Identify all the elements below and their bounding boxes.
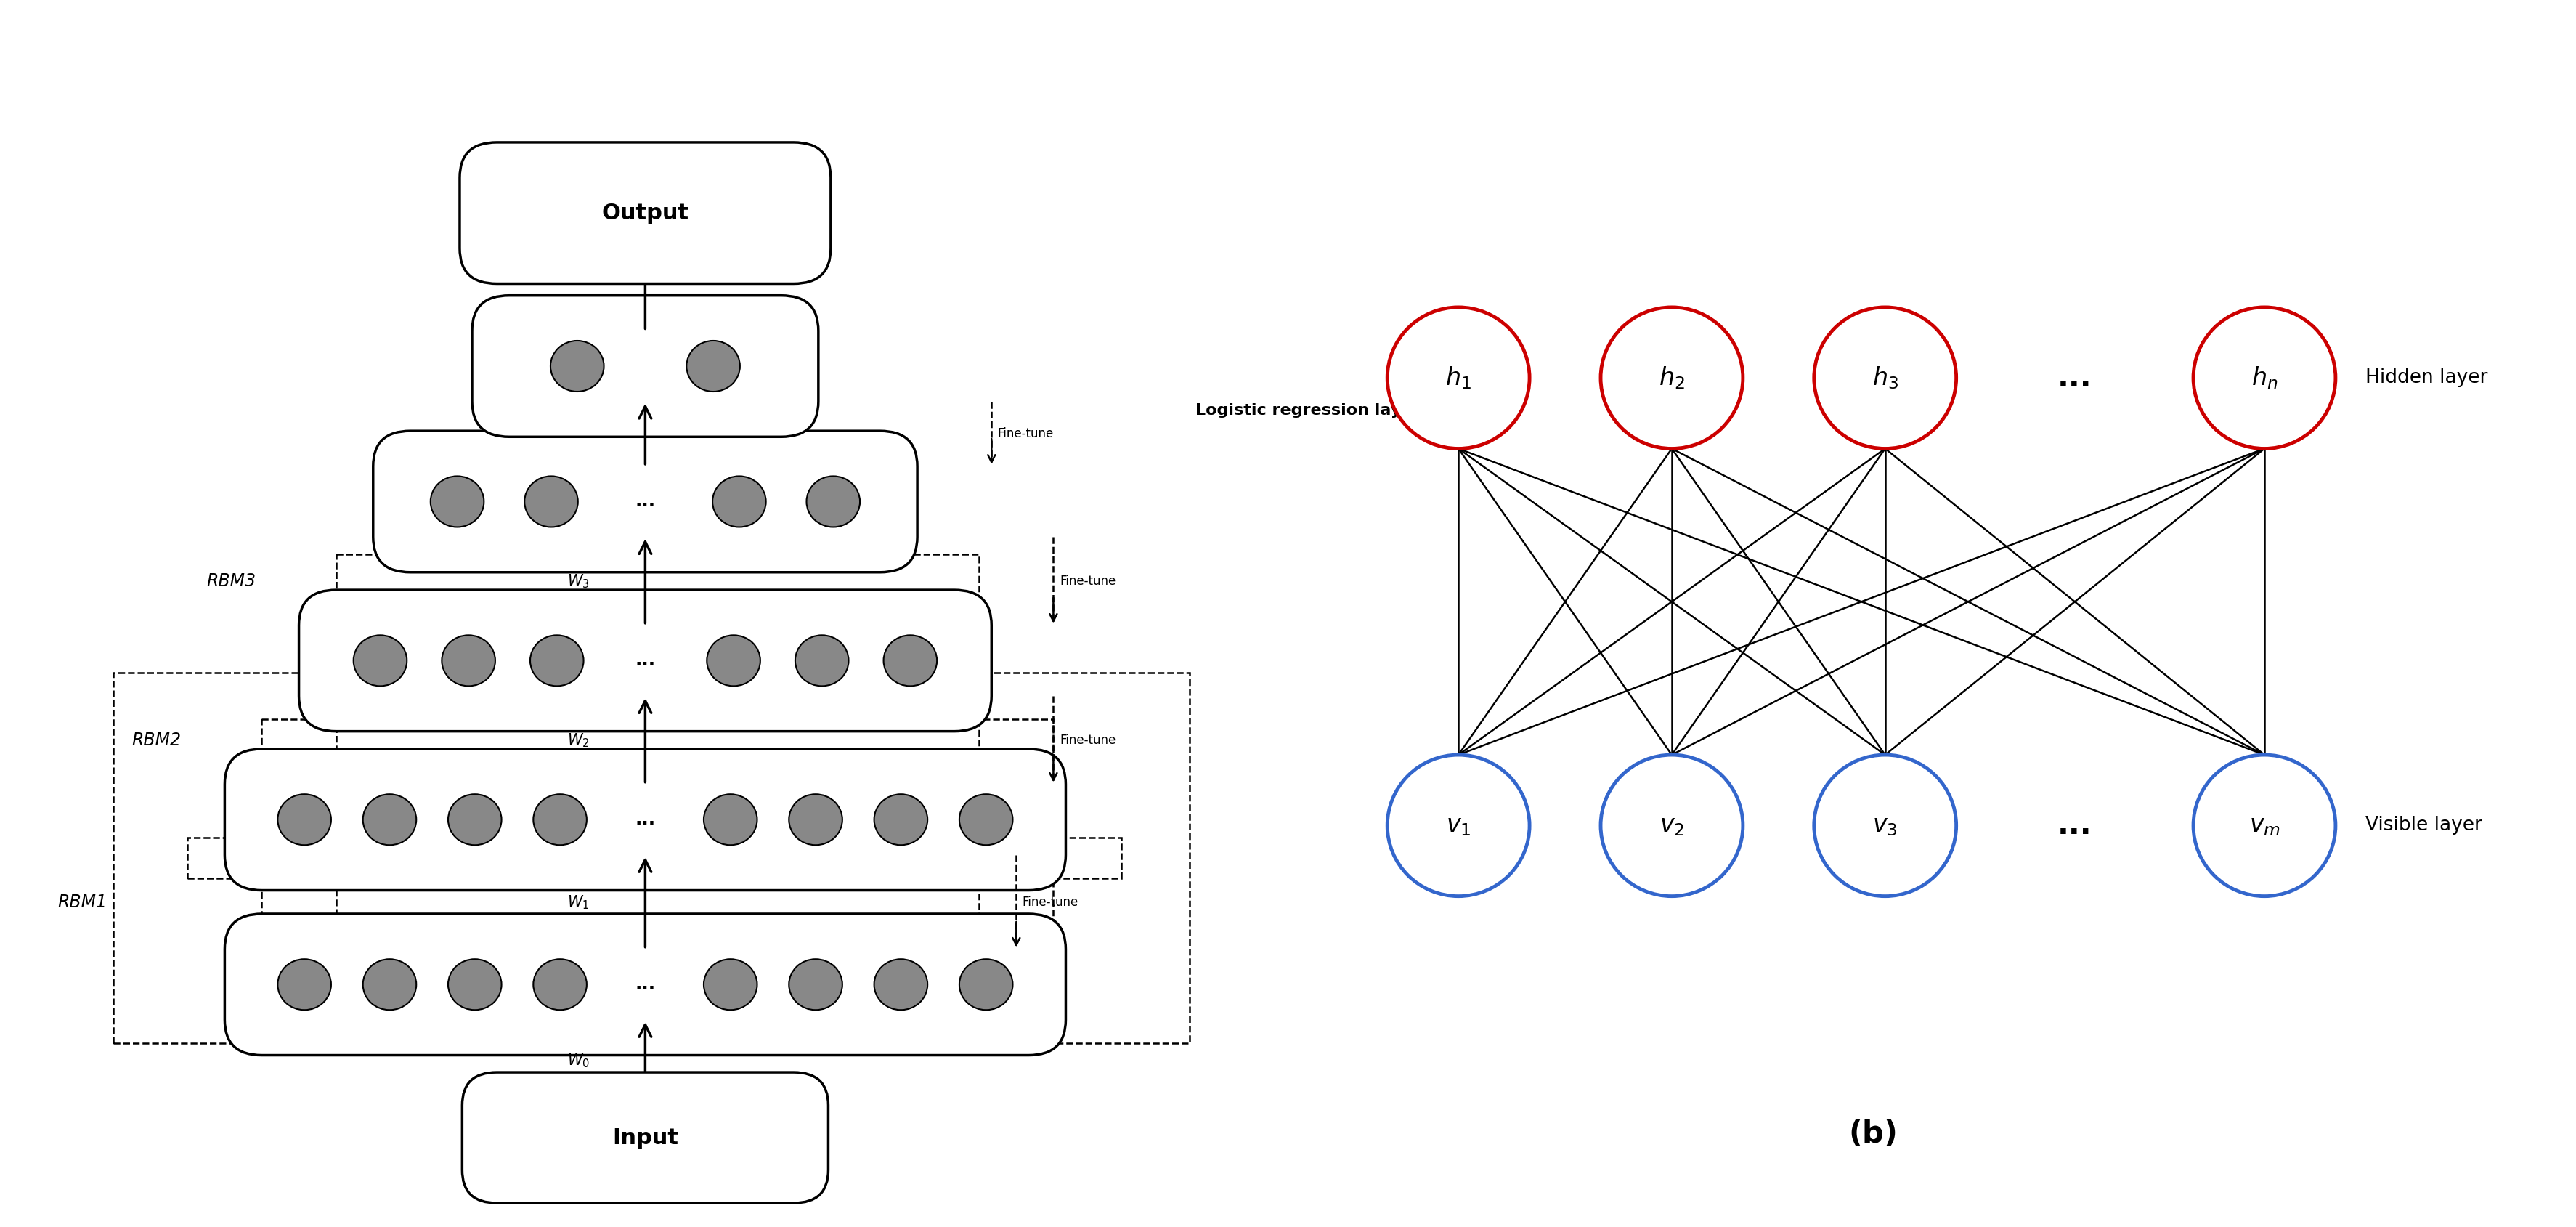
Text: Hidden layer: Hidden layer: [2365, 368, 2486, 388]
Circle shape: [533, 960, 587, 1010]
FancyBboxPatch shape: [471, 296, 819, 437]
Text: $\mathit{v}_1$: $\mathit{v}_1$: [1445, 814, 1471, 838]
Text: (b): (b): [1847, 1119, 1899, 1150]
Text: Fine-tune: Fine-tune: [1023, 896, 1079, 909]
Circle shape: [788, 794, 842, 845]
Text: $W_1$: $W_1$: [567, 893, 590, 910]
Circle shape: [278, 960, 332, 1010]
Bar: [113, 672, 1190, 1043]
Circle shape: [706, 636, 760, 686]
Text: ...: ...: [2056, 363, 2092, 393]
Circle shape: [685, 341, 739, 391]
Text: $\mathit{h}_n$: $\mathit{h}_n$: [2251, 364, 2277, 391]
Circle shape: [788, 960, 842, 1010]
Text: $\mathit{v}_3$: $\mathit{v}_3$: [1873, 814, 1896, 838]
Circle shape: [1600, 307, 1741, 449]
FancyBboxPatch shape: [299, 590, 992, 731]
Circle shape: [1814, 755, 1955, 896]
Text: $\mathit{v}_2$: $\mathit{v}_2$: [1659, 814, 1685, 838]
Circle shape: [448, 960, 502, 1010]
Text: $W_2$: $W_2$: [567, 731, 590, 748]
Circle shape: [873, 960, 927, 1010]
Circle shape: [440, 636, 495, 686]
Text: Logistic regression layer: Logistic regression layer: [1195, 402, 1419, 417]
Circle shape: [533, 794, 587, 845]
Circle shape: [796, 636, 848, 686]
Text: RBM2: RBM2: [131, 731, 180, 748]
Text: Visible layer: Visible layer: [2365, 816, 2481, 834]
Circle shape: [2192, 755, 2334, 896]
Bar: [263, 719, 1054, 1009]
Circle shape: [703, 794, 757, 845]
Text: $W_3$: $W_3$: [567, 573, 590, 590]
Circle shape: [1386, 755, 1530, 896]
Text: ...: ...: [634, 975, 654, 994]
Circle shape: [353, 636, 407, 686]
FancyBboxPatch shape: [461, 1072, 827, 1202]
Circle shape: [2192, 307, 2334, 449]
Text: $\mathit{h}_2$: $\mathit{h}_2$: [1659, 364, 1685, 391]
FancyBboxPatch shape: [374, 431, 917, 572]
Circle shape: [363, 960, 417, 1010]
Text: RBM3: RBM3: [206, 572, 255, 590]
Circle shape: [526, 476, 577, 528]
Circle shape: [703, 960, 757, 1010]
Bar: [335, 555, 979, 973]
Text: $\mathit{h}_3$: $\mathit{h}_3$: [1873, 364, 1899, 391]
Bar: [188, 837, 1121, 879]
Text: ...: ...: [634, 652, 654, 670]
Text: $\mathit{v}_m$: $\mathit{v}_m$: [2249, 814, 2280, 838]
Text: Fine-tune: Fine-tune: [1059, 734, 1115, 747]
Circle shape: [958, 794, 1012, 845]
Text: $W_0$: $W_0$: [567, 1053, 590, 1070]
Circle shape: [363, 794, 417, 845]
FancyBboxPatch shape: [224, 914, 1066, 1055]
Circle shape: [448, 794, 502, 845]
Circle shape: [1814, 307, 1955, 449]
Circle shape: [278, 794, 332, 845]
Text: $\mathit{h}_1$: $\mathit{h}_1$: [1445, 364, 1471, 391]
Circle shape: [884, 636, 938, 686]
Text: ...: ...: [634, 493, 654, 510]
Text: Fine-tune: Fine-tune: [1059, 574, 1115, 588]
Circle shape: [873, 794, 927, 845]
Text: (a): (a): [621, 1166, 670, 1196]
Circle shape: [551, 341, 603, 391]
FancyBboxPatch shape: [224, 748, 1066, 891]
FancyBboxPatch shape: [459, 142, 829, 283]
Text: RBM1: RBM1: [57, 893, 108, 910]
Text: Fine-tune: Fine-tune: [997, 427, 1054, 440]
Circle shape: [806, 476, 860, 528]
Circle shape: [714, 476, 765, 528]
Circle shape: [1600, 755, 1741, 896]
Text: Input: Input: [613, 1128, 677, 1148]
Text: ...: ...: [634, 811, 654, 828]
Circle shape: [958, 960, 1012, 1010]
Circle shape: [430, 476, 484, 528]
Circle shape: [1386, 307, 1530, 449]
Text: ...: ...: [2056, 810, 2092, 840]
Circle shape: [531, 636, 582, 686]
Text: Output: Output: [600, 202, 688, 223]
